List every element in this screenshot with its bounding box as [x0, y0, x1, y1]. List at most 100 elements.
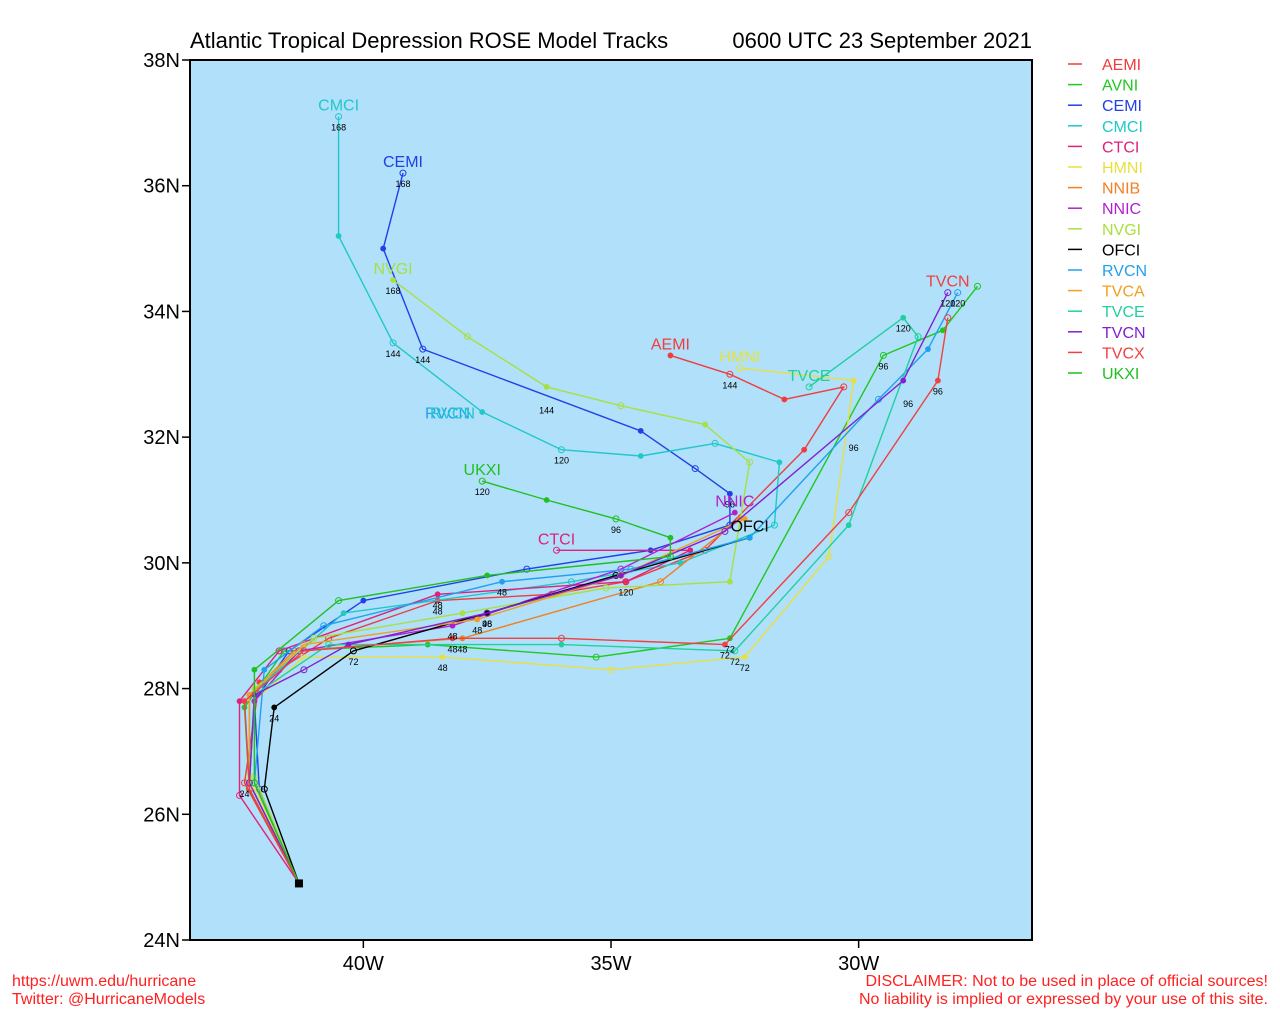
track-point-ctci [434, 591, 441, 598]
track-point-nvgi [726, 578, 733, 585]
track-point-tvcn [345, 641, 352, 648]
model-label-hmni: HMNI [719, 349, 760, 366]
legend-label: RVCN [1102, 263, 1147, 280]
track-point-aemi [840, 383, 848, 391]
footer-twitter[interactable]: Twitter: @HurricaneModels [12, 991, 206, 1008]
legend-item-rvcn: RVCN [1068, 263, 1147, 280]
model-label-rvcn: RVCN [430, 406, 475, 423]
track-point-nvgi [459, 610, 466, 617]
track-point-nvgi [617, 402, 625, 410]
track-point-cemi [691, 465, 699, 473]
track-point-cmci [340, 610, 347, 617]
track-line-rvcn [253, 292, 959, 884]
hour-label: 96 [878, 361, 888, 371]
track-point-ofci [271, 704, 278, 711]
track-point-tvce [900, 314, 907, 321]
hour-label: 48 [482, 619, 492, 629]
track-point-avni [974, 282, 982, 290]
legend-label: TVCA [1102, 284, 1145, 301]
track-point-avni [879, 351, 887, 359]
legend-label: NNIB [1102, 181, 1140, 198]
track-point-aemi [726, 370, 734, 378]
legend-item-tvca: TVCA [1068, 284, 1145, 301]
track-point-cmci [711, 439, 719, 447]
track-point-tvcn [944, 289, 952, 297]
track-point-ctci [236, 791, 244, 799]
legend-label: NVGI [1102, 222, 1141, 239]
track-point-ukxi [478, 477, 486, 485]
track-point-aemi [667, 352, 674, 359]
track-point-ukxi [484, 572, 491, 579]
hour-label: 120 [940, 299, 955, 309]
hour-label: 72 [348, 657, 358, 667]
track-point-tvcx [944, 314, 952, 322]
track-point-ofci [260, 785, 268, 793]
legend: AEMI AVNI CEMI CMCI CTCI HMNI NNIB NNIC NVGI OFCI… [1068, 57, 1147, 383]
model-label-cmci: CMCI [318, 98, 359, 115]
track-line-tvcn [248, 292, 949, 884]
track-point-ofci [349, 647, 357, 655]
legend-item-avni: AVNI [1068, 78, 1138, 95]
track-point-tvcn [618, 572, 624, 579]
hour-label: 48 [438, 663, 448, 673]
footer-left: https://uwm.edu/hurricane Twitter: @Hurr… [12, 973, 205, 1009]
track-point-tvce [731, 647, 739, 655]
disclaimer-line-1: DISCLAIMER: Not to be used in place of o… [865, 973, 1268, 990]
track-point-cmci [335, 113, 343, 121]
track-point-tvcx [449, 635, 456, 642]
hour-label: 120 [475, 487, 490, 497]
hour-label: 96 [611, 525, 621, 535]
y-tick-label: 36N [143, 176, 180, 198]
track-point-ukxi [251, 666, 258, 673]
legend-item-aemi: AEMI [1068, 57, 1141, 74]
track-point-ukxi [250, 779, 258, 787]
hour-label: 24 [269, 713, 279, 723]
track-point-cemi [255, 785, 263, 793]
footer-url-link[interactable]: https://uwm.edu/hurricane [12, 973, 197, 990]
x-tick-label: 40W [343, 953, 384, 975]
y-tick-label: 32N [143, 427, 180, 449]
axes: 40W 35W 30W 24N 26N 28N 30N 32N 34N 36N 38N [143, 50, 879, 975]
track-point-cemi [380, 245, 387, 252]
track-point-ukxi [612, 515, 620, 523]
legend-label: AVNI [1102, 78, 1138, 95]
y-tick-label: 30N [143, 553, 180, 575]
legend-label: TVCN [1102, 325, 1146, 342]
hour-label: 168 [386, 286, 401, 296]
model-tracks [236, 113, 982, 888]
legend-item-ukxi: UKXI [1068, 366, 1139, 383]
model-label-ukxi: UKXI [464, 462, 501, 479]
legend-item-cemi: CEMI [1068, 98, 1142, 115]
track-point-cmci [637, 453, 644, 459]
track-point-tvcx [845, 509, 853, 517]
track-tvcx [241, 314, 952, 884]
track-point-nvgi [310, 634, 318, 642]
hour-label: 24 [239, 789, 249, 799]
track-point-nvgi [463, 333, 471, 341]
legend-item-tvcx: TVCX [1068, 345, 1145, 362]
track-point-aemi [240, 779, 248, 787]
track-point-aemi [781, 396, 788, 403]
model-label-ofci: OFCI [731, 519, 769, 536]
track-point-ctci [687, 547, 694, 554]
chart-title: Atlantic Tropical Depression ROSE Model … [190, 28, 668, 53]
track-line-ukxi [253, 480, 672, 884]
hour-label: 120 [896, 324, 911, 334]
y-tick-label: 28N [143, 679, 180, 701]
legend-label: NNIC [1102, 201, 1141, 218]
track-point-nvgi [602, 584, 610, 592]
hour-label: 48 [472, 625, 482, 635]
track-point-avni [592, 653, 600, 661]
model-label-cemi: CEMI [383, 154, 423, 171]
hour-label: 48 [497, 588, 507, 598]
model-label-ctci: CTCI [538, 531, 575, 548]
legend-item-nnib: NNIB [1068, 181, 1140, 198]
track-point-ukxi [543, 497, 550, 503]
track-point-ctci [275, 647, 283, 655]
legend-item-nvgi: NVGI [1068, 222, 1141, 239]
x-tick-label: 30W [838, 953, 879, 975]
track-point-hmni [850, 377, 857, 384]
track-point-tvcx [300, 647, 308, 655]
track-point-avni [939, 327, 946, 334]
